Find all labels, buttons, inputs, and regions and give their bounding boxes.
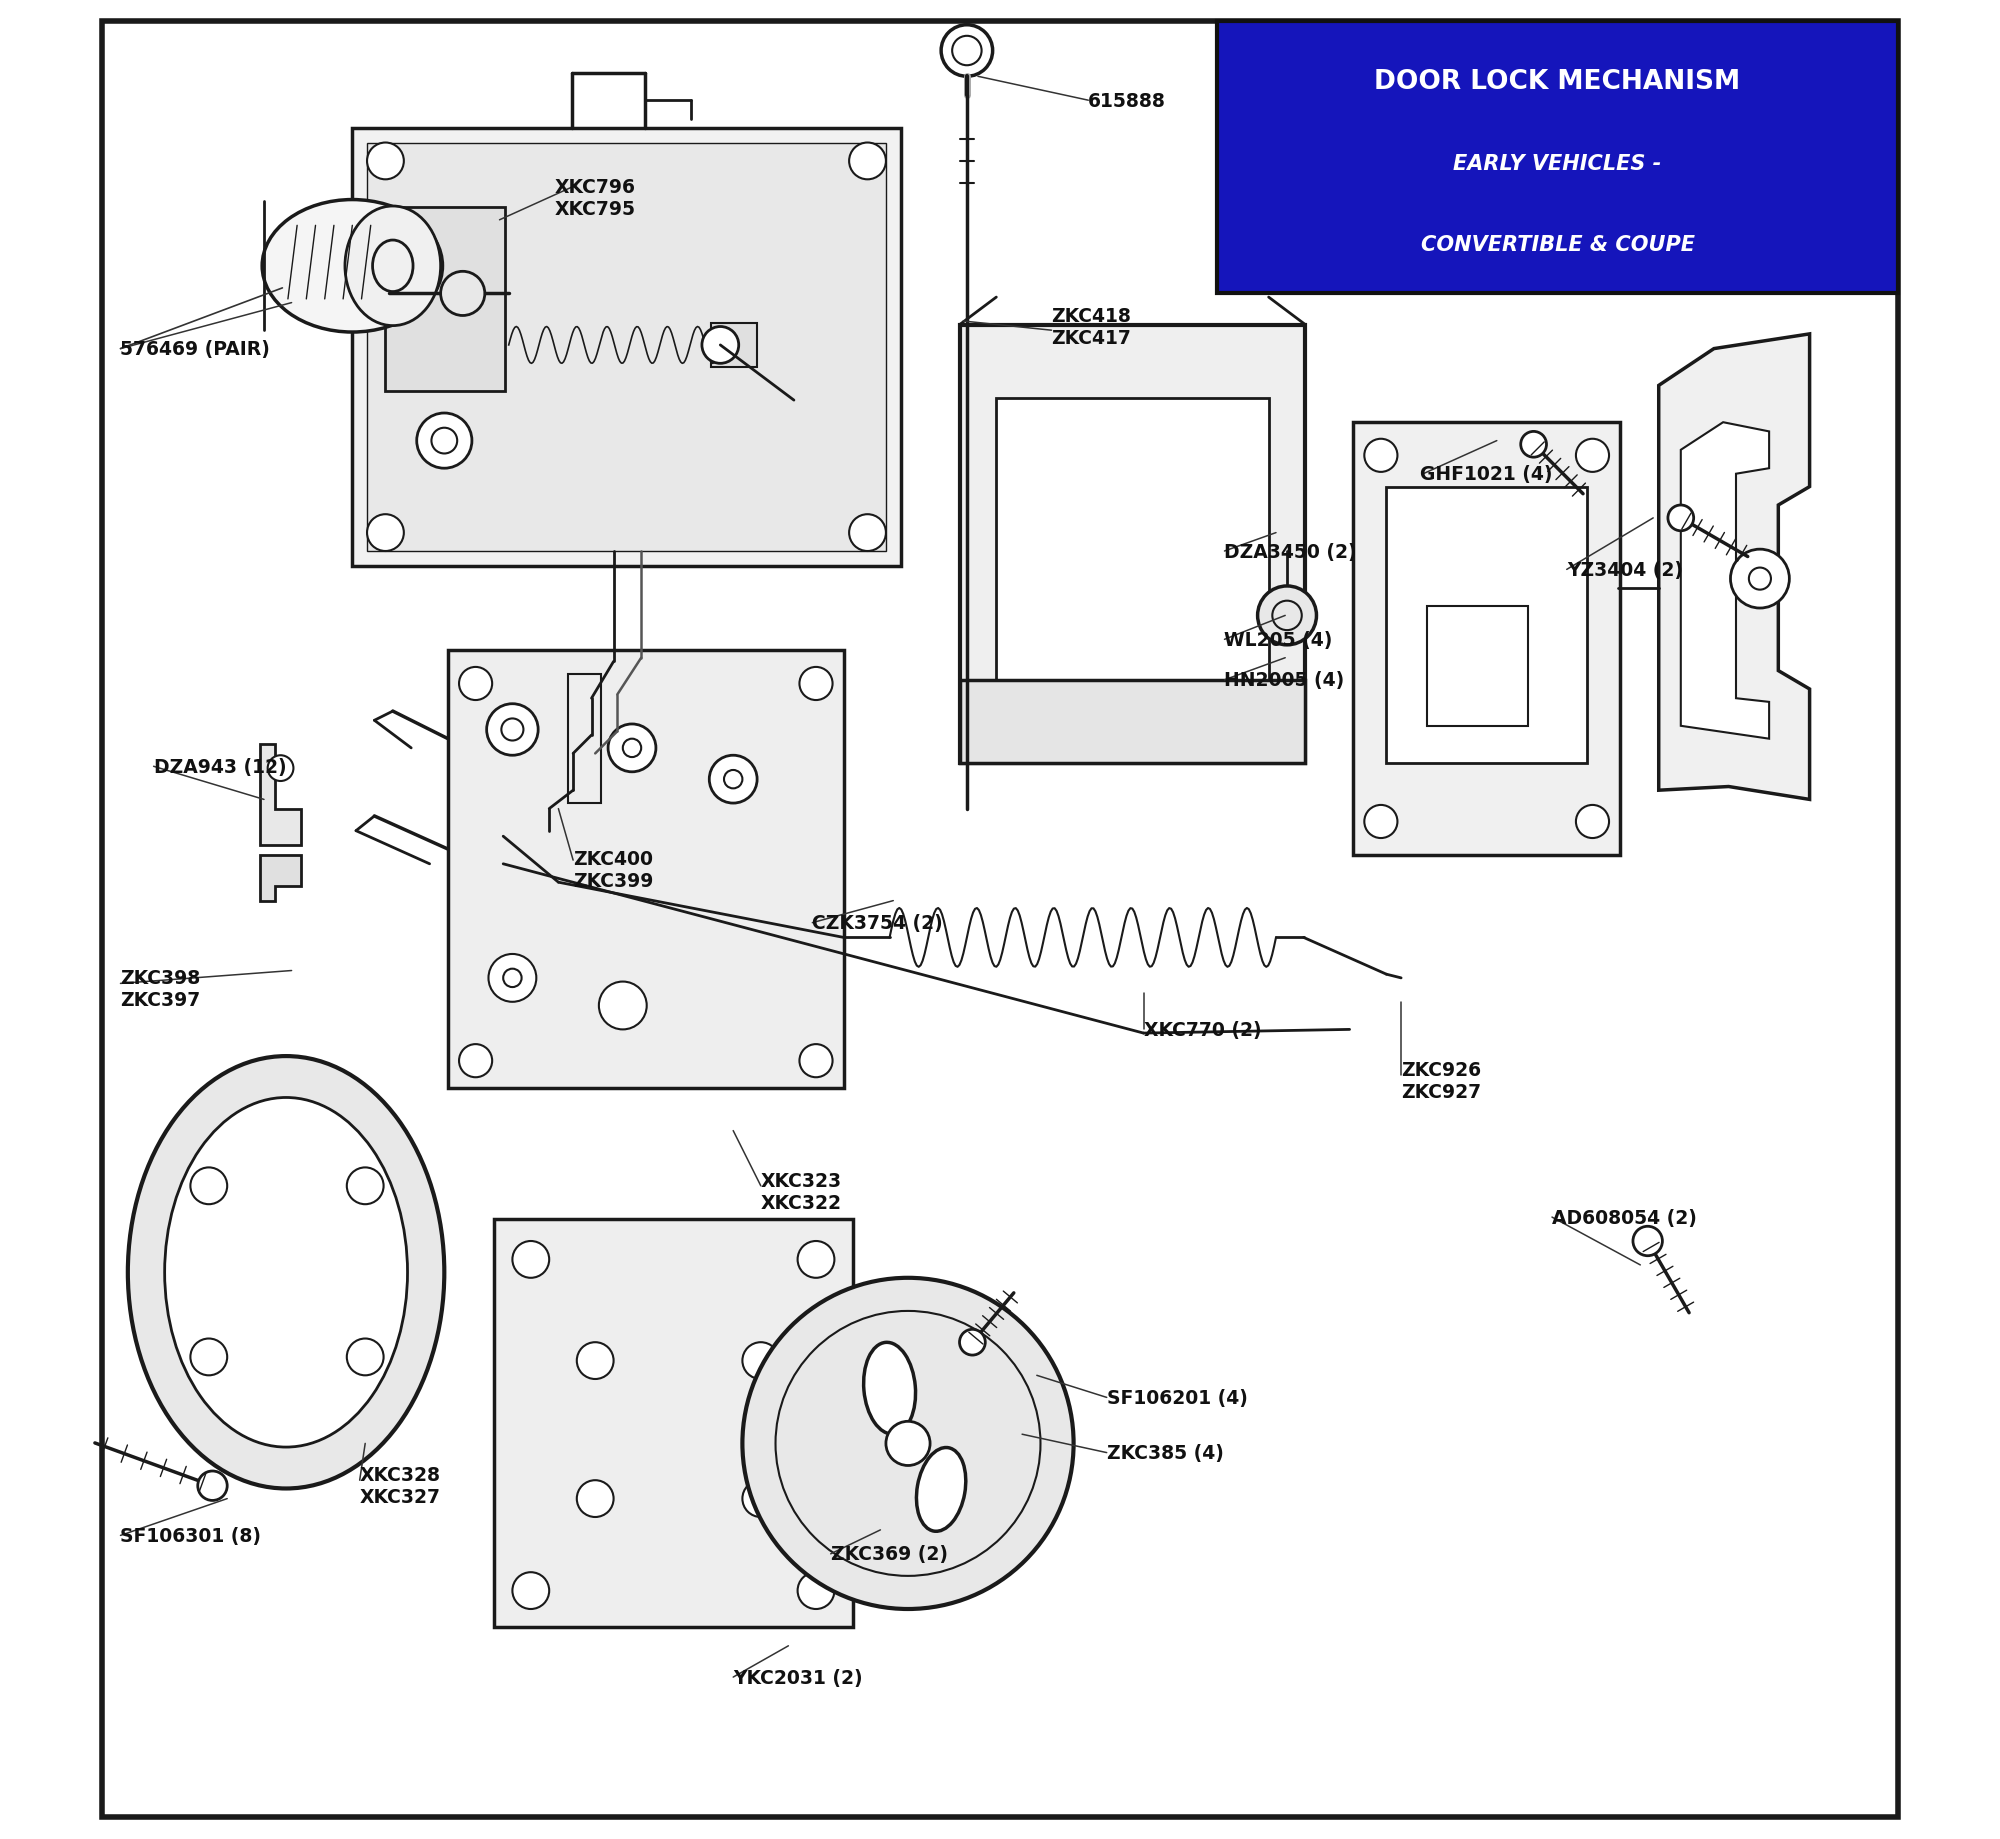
Bar	[352, 129, 900, 566]
Bar	[960, 680, 1306, 763]
Text: 615888: 615888	[1088, 92, 1166, 110]
Circle shape	[368, 143, 404, 180]
Bar	[568, 675, 600, 804]
Circle shape	[1632, 1227, 1662, 1256]
Bar	[448, 651, 844, 1089]
Circle shape	[576, 1480, 614, 1517]
Text: XKC770 (2): XKC770 (2)	[1144, 1021, 1262, 1039]
Bar	[494, 1219, 852, 1628]
Circle shape	[800, 1045, 832, 1078]
Circle shape	[268, 756, 294, 782]
Text: SF106301 (8): SF106301 (8)	[120, 1526, 262, 1545]
Circle shape	[598, 982, 646, 1030]
Circle shape	[800, 668, 832, 701]
Circle shape	[512, 1572, 550, 1609]
Circle shape	[486, 704, 538, 756]
Circle shape	[1730, 550, 1790, 609]
Circle shape	[702, 327, 738, 364]
Polygon shape	[1658, 335, 1810, 800]
Text: DZA943 (12): DZA943 (12)	[154, 758, 286, 776]
Text: ZKC400
ZKC399: ZKC400 ZKC399	[574, 850, 654, 890]
Text: YKC2031 (2): YKC2031 (2)	[734, 1668, 862, 1686]
Text: ZKC385 (4): ZKC385 (4)	[1106, 1444, 1224, 1462]
Text: XKC323
XKC322: XKC323 XKC322	[760, 1171, 842, 1212]
Polygon shape	[260, 855, 300, 901]
Text: 576469 (PAIR): 576469 (PAIR)	[120, 340, 270, 359]
Circle shape	[886, 1422, 930, 1466]
Text: ZKC398
ZKC397: ZKC398 ZKC397	[120, 969, 200, 1010]
Bar	[1426, 607, 1528, 726]
Circle shape	[512, 1241, 550, 1278]
Circle shape	[488, 954, 536, 1002]
Bar	[960, 326, 1306, 763]
Bar	[368, 143, 886, 552]
Circle shape	[576, 1342, 614, 1379]
Circle shape	[346, 1339, 384, 1376]
Bar	[1218, 22, 1898, 294]
Text: WL205 (4): WL205 (4)	[1224, 631, 1332, 649]
Circle shape	[798, 1572, 834, 1609]
Circle shape	[190, 1339, 228, 1376]
Circle shape	[198, 1471, 228, 1501]
Circle shape	[368, 515, 404, 552]
Text: DZA3450 (2): DZA3450 (2)	[1224, 543, 1358, 561]
Bar	[1386, 487, 1586, 763]
Polygon shape	[1680, 423, 1770, 739]
Circle shape	[1364, 805, 1398, 839]
Circle shape	[1576, 440, 1610, 473]
Circle shape	[1520, 432, 1546, 458]
Circle shape	[1364, 440, 1398, 473]
Circle shape	[460, 1045, 492, 1078]
Bar	[996, 399, 1268, 726]
Circle shape	[850, 515, 886, 552]
Text: DOOR LOCK MECHANISM: DOOR LOCK MECHANISM	[1374, 68, 1740, 96]
Text: CONVERTIBLE & COUPE: CONVERTIBLE & COUPE	[1420, 235, 1694, 256]
Ellipse shape	[262, 200, 442, 333]
Circle shape	[742, 1278, 1074, 1609]
Circle shape	[850, 143, 886, 180]
Text: SF106201 (4): SF106201 (4)	[1106, 1388, 1248, 1407]
Circle shape	[960, 1330, 986, 1355]
Bar	[386, 208, 506, 392]
Bar	[194, 1249, 378, 1296]
Circle shape	[1258, 587, 1316, 645]
Ellipse shape	[344, 206, 440, 327]
Ellipse shape	[164, 1098, 408, 1447]
Text: CZK3754 (2): CZK3754 (2)	[812, 914, 944, 932]
Text: ZKC369 (2): ZKC369 (2)	[830, 1545, 948, 1563]
Polygon shape	[260, 745, 300, 846]
Text: ZKC926
ZKC927: ZKC926 ZKC927	[1402, 1061, 1482, 1102]
Circle shape	[710, 756, 758, 804]
Circle shape	[190, 1168, 228, 1205]
Circle shape	[416, 414, 472, 469]
Circle shape	[1576, 805, 1610, 839]
Text: AD608054 (2): AD608054 (2)	[1552, 1208, 1696, 1227]
Text: ZKC418
ZKC417: ZKC418 ZKC417	[1052, 307, 1132, 348]
Circle shape	[346, 1168, 384, 1205]
Text: HN2005 (4): HN2005 (4)	[1224, 671, 1344, 690]
Circle shape	[440, 272, 484, 316]
Circle shape	[742, 1342, 780, 1379]
Circle shape	[608, 725, 656, 772]
Circle shape	[798, 1241, 834, 1278]
Text: GHF1021 (4): GHF1021 (4)	[1420, 465, 1552, 484]
Circle shape	[1668, 506, 1694, 531]
Bar	[1354, 423, 1620, 855]
Ellipse shape	[128, 1056, 444, 1490]
Text: EARLY VEHICLES -: EARLY VEHICLES -	[1454, 154, 1662, 173]
Circle shape	[942, 26, 992, 77]
Text: XKC796
XKC795: XKC796 XKC795	[554, 178, 636, 219]
Text: YZ3404 (2): YZ3404 (2)	[1566, 561, 1682, 579]
Ellipse shape	[916, 1447, 966, 1532]
Text: XKC328
XKC327: XKC328 XKC327	[360, 1466, 440, 1506]
Circle shape	[460, 668, 492, 701]
Bar	[712, 324, 758, 368]
Circle shape	[742, 1480, 780, 1517]
Ellipse shape	[864, 1342, 916, 1434]
